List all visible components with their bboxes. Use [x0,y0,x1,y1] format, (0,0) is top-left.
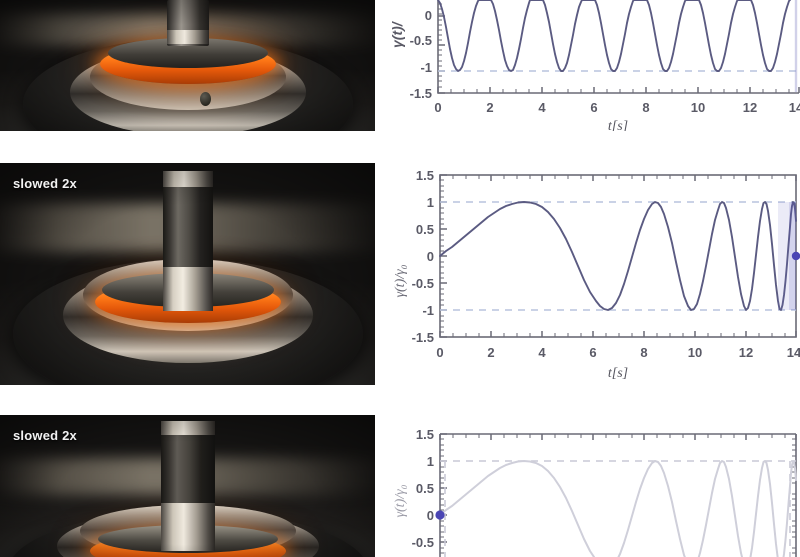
chart-1-ytick-n05: -0.5 [410,33,432,48]
chart-3-ytick-labels: 1.5 1 0.5 0 -0.5 [412,427,434,550]
chart-1-y-major-ticks [438,15,445,94]
chart-1-xtick-4: 4 [538,100,546,115]
chart-3-svg: γ(t)/γ₀ 1.5 1 0.5 0 -0.5 [393,427,797,557]
chart-3-ytick-15: 1.5 [416,427,434,442]
panel-2-slowed-label: slowed 2x [13,176,77,191]
chart-2-current-time-marker[interactable] [791,251,800,261]
chart-3-ytick-0: 0 [427,508,434,523]
chart-2-xtick-6: 6 [589,345,596,360]
panel-2: slowed 2x γ(t)/γ₀ 1.5 1 0.5 0 -0.5 -1 -1… [0,163,800,385]
chart-3-x-minor-ticks [452,434,786,438]
panel-2-photo: slowed 2x [0,163,375,385]
chart-2-xlabel: t[s] [608,366,628,381]
chart-1-ytick-n15: -1.5 [410,86,432,101]
chart-2-ytick-n1: -1 [422,303,434,318]
chart-2-xtick-8: 8 [640,345,647,360]
chart-3-current-time-marker[interactable] [435,510,445,520]
chart-3-y-minor-ticks [440,438,796,554]
chart-2-ytick-1: 1 [427,195,434,210]
chart-1-xtick-8: 8 [642,100,649,115]
chart-1-axis-spines [437,0,799,94]
chart-1-x-minor-ticks [450,89,790,93]
chart-1-xtick-2: 2 [486,100,493,115]
chart-2-xtick-labels: 0 2 4 6 8 10 12 14 [436,345,800,360]
chart-2-xtick-0: 0 [436,345,443,360]
chart-1-xtick-0: 0 [434,100,441,115]
chart-1-xtick-labels: 0 2 4 6 8 10 12 14 [434,100,800,115]
chart-1-x-major-ticks [437,87,800,93]
chart-2-ytick-labels: 1.5 1 0.5 0 -0.5 -1 -1.5 [412,168,434,345]
chart-2-ytick-05: 0.5 [416,222,434,237]
chart-2-svg: γ(t)/γ₀ 1.5 1 0.5 0 -0.5 -1 -1.5 [393,168,800,381]
chart-2-xtick-2: 2 [487,345,494,360]
panel-3-slowed-label: slowed 2x [13,428,77,443]
chart-1-ytick-0: 0 [425,8,432,23]
chart-2-series-chirp [439,201,797,311]
chart-2-xtick-12: 12 [739,345,753,360]
chart-2-plot-area [439,174,800,338]
chart-1-xtick-14: 14 [789,100,800,115]
chart-1-xtick-6: 6 [590,100,597,115]
panel-1-photo [0,0,375,131]
chart-3-ytick-1: 1 [427,454,434,469]
chart-2-ylabel: γ(t)/γ₀ [393,264,408,297]
chart-2-x-minor-ticks [452,175,786,337]
panel-3-photo: slowed 2x [0,415,375,557]
chart-1-svg: γ(t)/ 0 -0.5 -1 -1.5 [390,0,800,131]
chart-2-y-minor-ticks [440,179,444,333]
chart-2-xtick-4: 4 [538,345,546,360]
chart-2-xtick-10: 10 [688,345,702,360]
photo-vignette [0,415,375,557]
chart-2-axis-box [439,174,797,338]
panel-1: γ(t)/ 0 -0.5 -1 -1.5 [0,0,800,131]
chart-3-series-chirp-faded [439,460,797,557]
chart-2-ytick-n05: -0.5 [412,276,434,291]
photo-vignette [0,0,375,131]
chart-2-ytick-n15: -1.5 [412,330,434,345]
chart-1-ylabel: γ(t)/ [390,20,405,48]
chart-1-series-strain [437,0,791,72]
chart-3-ytick-n05: -0.5 [412,535,434,550]
chart-1-xtick-12: 12 [743,100,757,115]
chart-3-ylabel: γ(t)/γ₀ [393,484,408,517]
chart-1-plot-area [437,0,800,94]
chart-2-x-major-ticks [439,175,797,337]
panel-3-chart: γ(t)/γ₀ 1.5 1 0.5 0 -0.5 [390,415,800,557]
chart-1-xtick-10: 10 [691,100,705,115]
chart-1-ytick-n1: -1 [420,60,432,75]
panel-1-chart: γ(t)/ 0 -0.5 -1 -1.5 [390,0,800,131]
chart-3-plot-area [435,433,797,557]
photo-vignette [0,163,375,385]
chart-1-xlabel: t[s] [608,119,628,131]
panel-2-chart: γ(t)/γ₀ 1.5 1 0.5 0 -0.5 -1 -1.5 [390,163,800,385]
panel-3: slowed 2x γ(t)/γ₀ 1.5 1 0.5 0 -0.5 [0,415,800,557]
chart-2-xtick-14: 14 [787,345,800,360]
chart-3-x-major-ticks [439,434,797,440]
chart-2-ytick-0: 0 [427,249,434,264]
chart-3-ytick-05: 0.5 [416,481,434,496]
chart-2-ytick-15: 1.5 [416,168,434,183]
